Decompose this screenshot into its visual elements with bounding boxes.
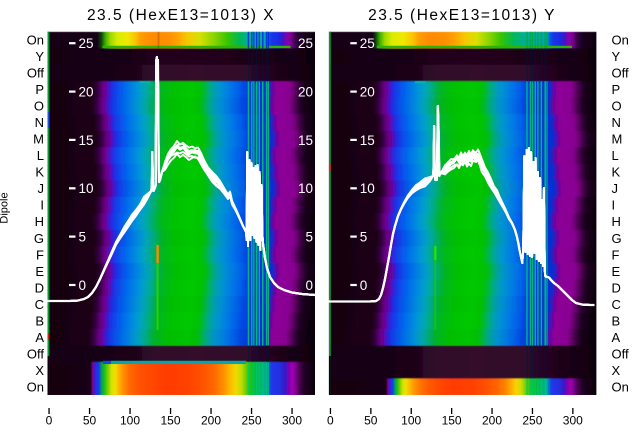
svg-text:5: 5: [305, 230, 313, 245]
svg-text:10: 10: [298, 181, 313, 196]
svg-text:20: 20: [298, 85, 313, 100]
svg-text:D: D: [35, 280, 44, 295]
svg-text:D: D: [612, 280, 621, 295]
svg-text:H: H: [612, 214, 621, 229]
svg-text:25: 25: [360, 36, 375, 51]
svg-text:Y: Y: [612, 49, 621, 64]
svg-text:K: K: [35, 165, 44, 180]
svg-text:0: 0: [327, 414, 334, 428]
svg-text:E: E: [35, 264, 44, 279]
svg-text:N: N: [35, 115, 44, 130]
svg-text:On: On: [27, 379, 44, 394]
svg-text:15: 15: [360, 133, 375, 148]
svg-text:150: 150: [160, 414, 180, 428]
svg-text:G: G: [612, 231, 622, 246]
svg-text:On: On: [612, 33, 629, 48]
svg-text:M: M: [612, 132, 623, 147]
svg-text:200: 200: [482, 414, 502, 428]
svg-text:I: I: [40, 198, 44, 213]
svg-text:C: C: [612, 297, 621, 312]
svg-text:100: 100: [401, 414, 421, 428]
svg-text:E: E: [612, 264, 621, 279]
svg-text:On: On: [27, 33, 44, 48]
svg-text:X: X: [612, 363, 621, 378]
svg-text:20: 20: [79, 85, 94, 100]
svg-text:50: 50: [83, 414, 97, 428]
svg-text:L: L: [37, 148, 44, 163]
svg-text:250: 250: [522, 414, 542, 428]
svg-text:P: P: [35, 82, 44, 97]
svg-text:M: M: [33, 132, 44, 147]
svg-text:J: J: [612, 181, 619, 196]
svg-text:15: 15: [79, 133, 94, 148]
svg-text:L: L: [612, 148, 619, 163]
svg-text:300: 300: [282, 414, 302, 428]
svg-text:K: K: [612, 165, 621, 180]
svg-text:10: 10: [360, 181, 375, 196]
svg-text:10: 10: [79, 181, 94, 196]
svg-text:Off: Off: [27, 66, 44, 81]
svg-text:100: 100: [120, 414, 140, 428]
svg-text:Off: Off: [612, 66, 629, 81]
svg-text:P: P: [612, 82, 621, 97]
svg-text:23.5 (HexE13=1013) Y: 23.5 (HexE13=1013) Y: [368, 7, 556, 24]
svg-text:50: 50: [364, 414, 378, 428]
svg-text:B: B: [35, 313, 44, 328]
svg-text:20: 20: [360, 85, 375, 100]
svg-text:250: 250: [241, 414, 261, 428]
svg-text:O: O: [612, 99, 622, 114]
svg-text:5: 5: [79, 230, 87, 245]
svg-text:200: 200: [201, 414, 221, 428]
svg-text:300: 300: [563, 414, 583, 428]
svg-text:0: 0: [79, 278, 87, 293]
svg-text:5: 5: [360, 230, 368, 245]
svg-text:Off: Off: [27, 346, 44, 361]
svg-text:25: 25: [79, 36, 94, 51]
svg-text:X: X: [35, 363, 44, 378]
svg-text:Dipole: Dipole: [0, 192, 11, 223]
svg-text:25: 25: [298, 36, 313, 51]
svg-text:I: I: [612, 198, 616, 213]
svg-text:0: 0: [305, 278, 313, 293]
svg-text:C: C: [35, 297, 44, 312]
svg-text:23.5 (HexE13=1013) X: 23.5 (HexE13=1013) X: [87, 7, 275, 24]
svg-text:15: 15: [298, 133, 313, 148]
svg-text:Y: Y: [35, 49, 44, 64]
svg-text:G: G: [34, 231, 44, 246]
svg-text:On: On: [612, 379, 629, 394]
svg-text:0: 0: [360, 278, 368, 293]
svg-text:F: F: [36, 247, 44, 262]
svg-text:A: A: [35, 330, 44, 345]
svg-text:Off: Off: [612, 346, 629, 361]
svg-text:A: A: [612, 330, 621, 345]
svg-text:O: O: [34, 99, 44, 114]
svg-text:N: N: [612, 115, 621, 130]
svg-text:F: F: [612, 247, 620, 262]
svg-text:B: B: [612, 313, 621, 328]
svg-text:J: J: [38, 181, 45, 196]
svg-text:0: 0: [46, 414, 53, 428]
svg-text:150: 150: [442, 414, 462, 428]
svg-text:H: H: [35, 214, 44, 229]
